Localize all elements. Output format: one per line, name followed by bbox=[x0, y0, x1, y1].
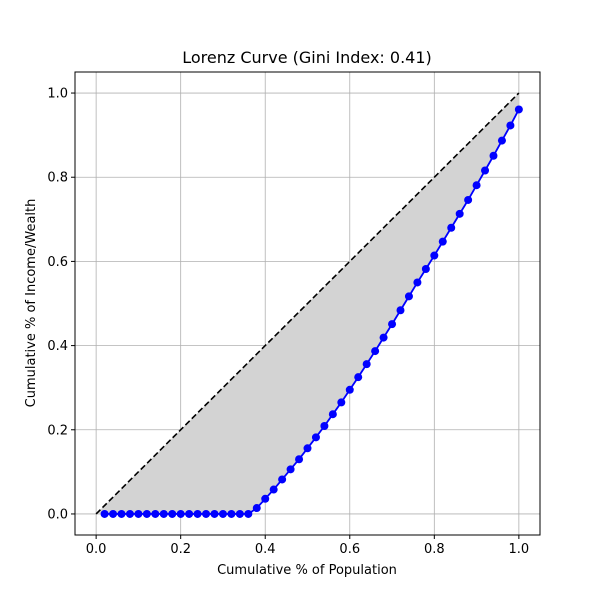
lorenz-point bbox=[109, 509, 118, 518]
lorenz-point bbox=[472, 181, 481, 190]
x-axis-title: Cumulative % of Population bbox=[217, 563, 397, 578]
y-tick-label: 0.0 bbox=[47, 507, 68, 522]
lorenz-point bbox=[328, 410, 337, 419]
lorenz-point bbox=[362, 360, 371, 369]
x-tick-label: 0.0 bbox=[86, 542, 107, 557]
plot-frame bbox=[74, 71, 541, 536]
y-axis-ticks: 0.0 0.2 0.4 0.6 0.8 1.0 bbox=[47, 87, 75, 522]
lorenz-point bbox=[497, 136, 506, 145]
lorenz-point bbox=[100, 509, 109, 518]
lorenz-point bbox=[252, 504, 261, 513]
lorenz-point bbox=[168, 509, 177, 518]
lorenz-point bbox=[345, 385, 354, 394]
lorenz-point bbox=[134, 509, 143, 518]
y-tick-label: 1.0 bbox=[47, 87, 68, 102]
lorenz-point bbox=[286, 465, 295, 474]
lorenz-point bbox=[320, 421, 329, 430]
lorenz-point bbox=[218, 509, 227, 518]
lorenz-curve-markers bbox=[100, 105, 523, 518]
lorenz-point bbox=[455, 209, 464, 218]
lorenz-point bbox=[151, 509, 160, 518]
lorenz-point bbox=[303, 444, 312, 453]
y-axis-title: Cumulative % of Income/Wealth bbox=[24, 199, 39, 408]
y-tick-label: 0.4 bbox=[47, 339, 68, 354]
lorenz-point bbox=[413, 278, 422, 287]
lorenz-point bbox=[464, 195, 473, 204]
lorenz-point bbox=[117, 509, 126, 518]
lorenz-point bbox=[261, 494, 270, 503]
chart-title: Lorenz Curve (Gini Index: 0.41) bbox=[182, 48, 432, 67]
lorenz-point bbox=[295, 455, 304, 464]
y-tick-label: 0.6 bbox=[47, 255, 68, 270]
lorenz-point bbox=[142, 509, 151, 518]
lorenz-point bbox=[159, 509, 168, 518]
lorenz-point bbox=[447, 223, 456, 232]
lorenz-point bbox=[185, 509, 194, 518]
x-tick-label: 0.6 bbox=[339, 542, 360, 557]
lorenz-point bbox=[388, 320, 397, 329]
lorenz-point bbox=[506, 121, 515, 130]
lorenz-point bbox=[125, 509, 134, 518]
lorenz-point bbox=[404, 292, 413, 301]
lorenz-point bbox=[379, 333, 388, 342]
lorenz-point bbox=[269, 485, 278, 494]
lorenz-point bbox=[514, 105, 523, 114]
y-tick-label: 0.8 bbox=[47, 171, 68, 186]
lorenz-point bbox=[311, 433, 320, 442]
lorenz-point bbox=[227, 509, 236, 518]
lorenz-point bbox=[202, 509, 211, 518]
x-tick-label: 0.2 bbox=[170, 542, 191, 557]
line-of-equality bbox=[95, 92, 520, 515]
x-tick-label: 0.8 bbox=[424, 542, 445, 557]
lorenz-point bbox=[430, 251, 439, 260]
lorenz-point bbox=[421, 264, 430, 273]
lorenz-point bbox=[489, 151, 498, 160]
x-tick-label: 0.4 bbox=[255, 542, 276, 557]
lorenz-point bbox=[438, 237, 447, 246]
y-tick-label: 0.2 bbox=[47, 423, 68, 438]
lorenz-point bbox=[193, 509, 202, 518]
lorenz-point bbox=[354, 373, 363, 382]
lorenz-point bbox=[371, 347, 380, 356]
lorenz-point bbox=[210, 509, 219, 518]
lorenz-point bbox=[235, 509, 244, 518]
x-tick-label: 1.0 bbox=[509, 542, 530, 557]
lorenz-point bbox=[244, 509, 253, 518]
x-axis-ticks: 0.0 0.2 0.4 0.6 0.8 1.0 bbox=[86, 535, 529, 557]
lorenz-point bbox=[278, 475, 287, 484]
lorenz-point bbox=[176, 509, 185, 518]
lorenz-point bbox=[481, 166, 490, 175]
lorenz-point bbox=[337, 398, 346, 407]
lorenz-point bbox=[396, 306, 405, 315]
